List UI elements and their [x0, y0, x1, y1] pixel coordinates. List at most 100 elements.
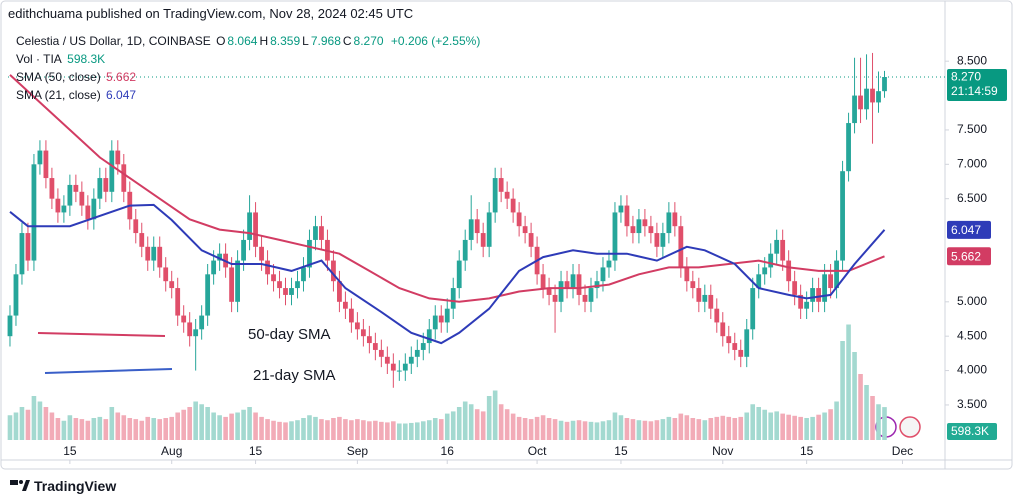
volume-bar — [798, 416, 803, 440]
candle-body — [714, 308, 720, 323]
volume-bar — [325, 420, 330, 440]
candle-body — [822, 274, 828, 302]
volume-bar — [780, 413, 785, 440]
volume-bar — [828, 409, 833, 440]
candle-body — [331, 260, 336, 282]
volume-bar — [660, 419, 666, 440]
volume-bar — [624, 418, 630, 440]
candle-body — [145, 246, 151, 261]
candle-body — [432, 315, 438, 330]
volume-bar — [235, 412, 240, 440]
candle-body — [504, 191, 510, 199]
volume-bar — [804, 418, 809, 440]
volume-bar — [498, 404, 504, 440]
volume-bar — [313, 416, 318, 440]
candle-body — [462, 239, 468, 261]
candle-body — [594, 281, 600, 289]
volume-bar — [61, 420, 67, 440]
volume-bar — [169, 416, 175, 440]
x-tick-label: Aug — [161, 444, 182, 458]
volume-bar — [175, 412, 180, 440]
candle-body — [121, 164, 127, 192]
candle-body — [750, 288, 756, 330]
volume-bar — [738, 416, 744, 440]
candle-body — [217, 253, 223, 261]
volume-bar — [109, 407, 115, 440]
candle-body — [834, 260, 839, 289]
symbol-title: Celestia / US Dollar, 1D, COINBASE — [16, 34, 211, 48]
volume-bar — [762, 409, 768, 440]
candle-body — [187, 322, 193, 337]
volume-bar — [43, 407, 49, 440]
candle-body — [636, 219, 642, 234]
candle-body — [37, 150, 43, 165]
candle-body — [846, 123, 851, 172]
volume-bar — [55, 418, 61, 440]
volume-bar — [540, 415, 546, 440]
candle-body — [642, 219, 648, 227]
candle-body — [540, 274, 546, 289]
volume-legend: Vol · TIA 598.3K — [16, 52, 107, 66]
candle-body — [408, 356, 414, 364]
sma-name: SMA (21, close) — [16, 88, 101, 102]
y-tick-label: 7.000 — [957, 156, 987, 170]
tv-logo — [10, 480, 30, 491]
volume-bar — [217, 415, 222, 440]
candle-body — [666, 212, 672, 234]
quote-value: 8.359 — [270, 34, 301, 48]
volume-bar — [816, 414, 821, 440]
x-tick-label: Dec — [892, 444, 913, 458]
sma-legend: SMA (50, close) 5.662 — [16, 70, 138, 84]
volume-bars — [7, 324, 887, 440]
candle-body — [552, 294, 558, 302]
annotation-line — [37, 332, 166, 337]
candle-body — [618, 205, 624, 213]
volume-bar — [870, 396, 875, 440]
candle-body — [828, 274, 833, 289]
volume-bar — [444, 413, 450, 440]
candle-body — [205, 274, 211, 316]
candle-body — [55, 198, 61, 213]
candle-body — [7, 315, 13, 337]
candle-body — [870, 88, 875, 103]
candle-body — [157, 246, 163, 268]
candle-body — [247, 212, 252, 240]
candle-body — [672, 212, 678, 227]
x-tick-label: 15 — [614, 444, 628, 458]
annotation-line — [44, 368, 173, 374]
volume-bar — [876, 404, 881, 440]
candle-body — [774, 239, 780, 254]
volume-bar — [654, 420, 660, 440]
y-tick-label: 6.500 — [957, 191, 987, 205]
candle-body — [13, 274, 19, 316]
quote: O 8.064 H 8.359 L 7.968 C 8.270 — [216, 34, 386, 48]
volume-bar — [588, 421, 594, 440]
candle-body — [283, 288, 288, 295]
x-tick-label: 15 — [249, 444, 263, 458]
chart-frame — [0, 0, 1013, 470]
candle-body — [786, 260, 792, 282]
candle-body — [816, 288, 822, 302]
volume-value: 598.3K — [67, 52, 106, 66]
candle-body — [313, 226, 318, 240]
volume-bar — [13, 412, 19, 440]
candle-body — [151, 246, 157, 261]
candle-body — [295, 281, 300, 289]
volume-bar — [522, 418, 528, 440]
candle-body — [199, 315, 205, 330]
volume-bar — [630, 419, 636, 440]
volume-bar — [702, 420, 708, 440]
candle-body — [582, 294, 588, 302]
candle-body — [384, 356, 390, 364]
volume-bar — [265, 419, 270, 440]
last-price-label: 8.270 — [951, 70, 981, 84]
volume-bar — [361, 420, 366, 440]
candle-body — [768, 253, 774, 268]
candle-body — [19, 233, 25, 275]
candle-body — [522, 226, 528, 234]
candle-body — [858, 95, 863, 110]
candle-body — [73, 184, 79, 192]
candle-body — [606, 260, 612, 268]
volume-bar — [127, 418, 133, 440]
volume-bar — [690, 418, 696, 440]
